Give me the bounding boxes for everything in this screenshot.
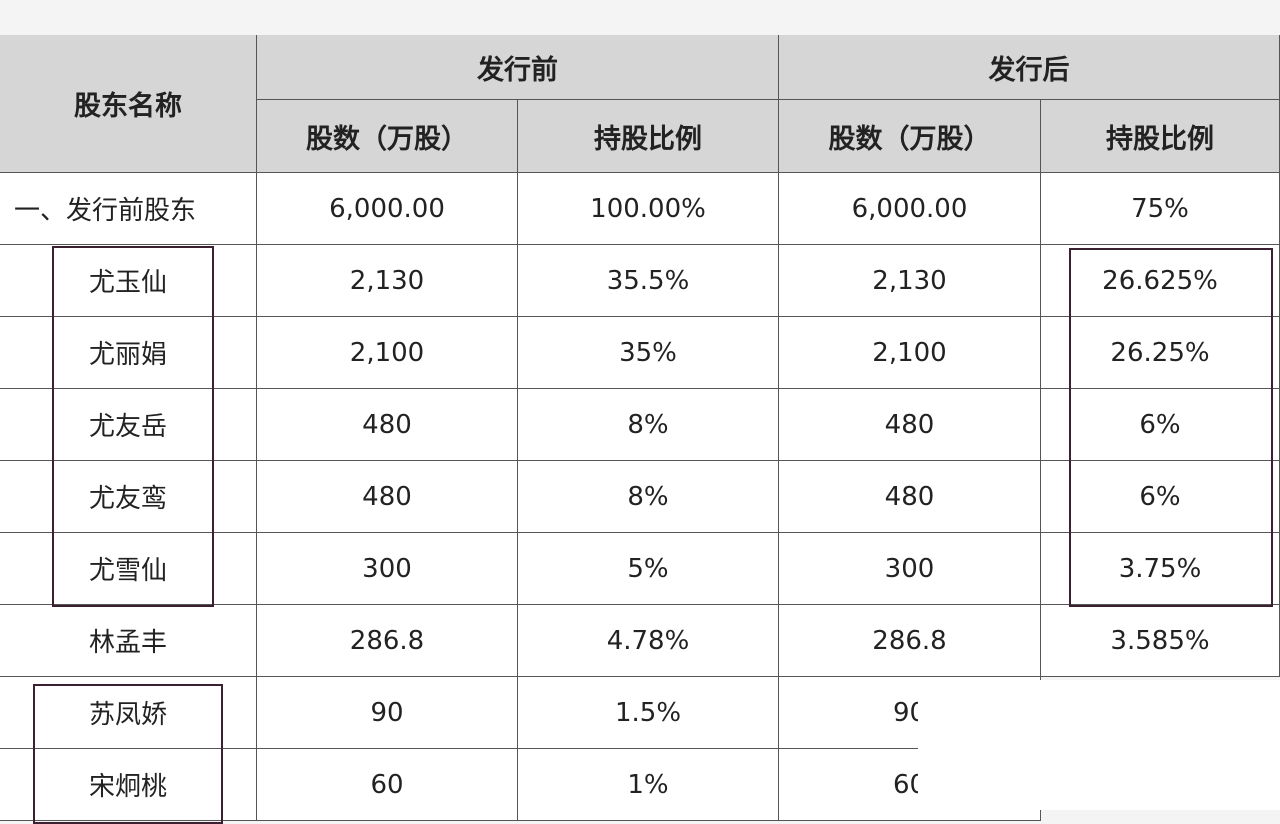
table-cell: 3.585% <box>1041 605 1280 677</box>
header-cell: 发行前 <box>257 35 779 100</box>
header-cell: 股数（万股） <box>779 100 1041 173</box>
table-cell: 3.75% <box>1041 533 1280 605</box>
table-cell: 6% <box>1041 461 1280 533</box>
table-cell: 286.8 <box>779 605 1041 677</box>
header-cell: 持股比例 <box>518 100 779 173</box>
table-cell: 宋炯桃 <box>0 749 257 821</box>
table-cell: 26.25% <box>1041 317 1280 389</box>
table-cell: 6,000.00 <box>779 173 1041 245</box>
table-cell: 6% <box>1041 389 1280 461</box>
table-cell: 480 <box>779 389 1041 461</box>
table-cell: 5% <box>518 533 779 605</box>
table-cell: 8% <box>518 389 779 461</box>
table-cell: 2,100 <box>257 317 518 389</box>
table-cell: 6,000.00 <box>257 173 518 245</box>
header-cell: 持股比例 <box>1041 100 1280 173</box>
table-cell: 480 <box>257 461 518 533</box>
header-cell: 股东名称 <box>0 35 257 173</box>
header-cell: 股数（万股） <box>257 100 518 173</box>
table-cell: 100.00% <box>518 173 779 245</box>
table-cell: 286.8 <box>257 605 518 677</box>
table-cell: 苏凤娇 <box>0 677 257 749</box>
table-cell: 一、发行前股东 <box>0 173 257 245</box>
table-cell: 林孟丰 <box>0 605 257 677</box>
table-cell: 480 <box>779 461 1041 533</box>
table-cell: 尤雪仙 <box>0 533 257 605</box>
table-cell: 1.5% <box>518 677 779 749</box>
table-cell: 300 <box>257 533 518 605</box>
table-cell: 2,100 <box>779 317 1041 389</box>
table-cell: 300 <box>779 533 1041 605</box>
table-cell: 8% <box>518 461 779 533</box>
table-cell: 480 <box>257 389 518 461</box>
table-cell: 75% <box>1041 173 1280 245</box>
table-cell: 90 <box>257 677 518 749</box>
table-cell: 26.625% <box>1041 245 1280 317</box>
table-cell: 35% <box>518 317 779 389</box>
table-cell: 60 <box>257 749 518 821</box>
table-cell: 2,130 <box>257 245 518 317</box>
table-cell: 2,130 <box>779 245 1041 317</box>
header-cell: 发行后 <box>779 35 1280 100</box>
table-cell: 尤丽娟 <box>0 317 257 389</box>
table-cell: 4.78% <box>518 605 779 677</box>
table-cell: 尤友岳 <box>0 389 257 461</box>
table-cell: 尤玉仙 <box>0 245 257 317</box>
table-cell: 1% <box>518 749 779 821</box>
table-cell: 尤友鸾 <box>0 461 257 533</box>
blank-area <box>918 680 1280 810</box>
table-cell: 35.5% <box>518 245 779 317</box>
